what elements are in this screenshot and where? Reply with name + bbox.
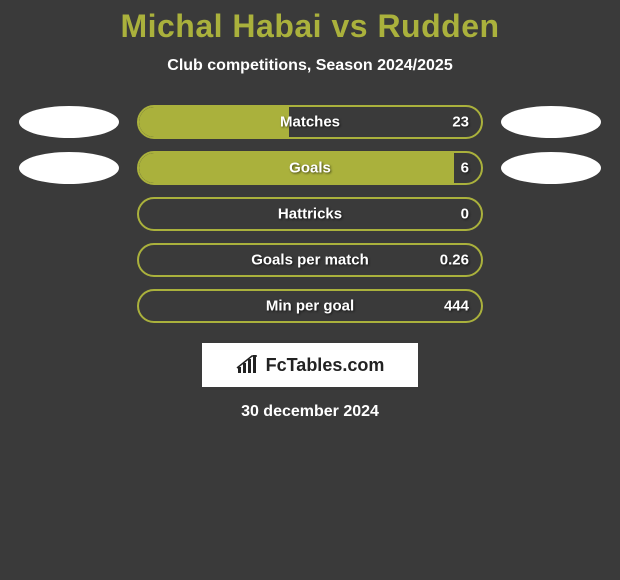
stat-bar-label: Hattricks xyxy=(278,206,342,223)
stat-row: Goals 6 xyxy=(0,151,620,185)
stat-bar: Min per goal 444 xyxy=(137,289,483,323)
stat-bar: Matches 23 xyxy=(137,105,483,139)
stat-bar-value: 0 xyxy=(461,206,469,223)
stat-bar: Goals 6 xyxy=(137,151,483,185)
stat-bar-value: 0.26 xyxy=(440,252,469,269)
bar-chart-icon xyxy=(236,355,260,375)
logo-text: FcTables.com xyxy=(266,355,385,376)
stat-bar-value: 6 xyxy=(461,160,469,177)
stat-bar: Hattricks 0 xyxy=(137,197,483,231)
player-left-ellipse xyxy=(19,106,119,138)
player-right-ellipse xyxy=(501,106,601,138)
stat-bar-label: Min per goal xyxy=(266,298,354,315)
logo-box[interactable]: FcTables.com xyxy=(202,343,418,387)
stat-bar-fill xyxy=(139,107,289,137)
stat-bar-label: Goals per match xyxy=(251,252,369,269)
player-right-ellipse xyxy=(501,152,601,184)
ellipse-spacer xyxy=(19,290,119,322)
stat-row: Matches 23 xyxy=(0,105,620,139)
stat-bar-value: 444 xyxy=(444,298,469,315)
stat-bar-label: Goals xyxy=(289,160,331,177)
subtitle: Club competitions, Season 2024/2025 xyxy=(0,57,620,75)
ellipse-spacer xyxy=(501,198,601,230)
bars-list: Matches 23 Goals 6 Hattricks 0 Goals per match… xyxy=(0,105,620,323)
ellipse-spacer xyxy=(501,244,601,276)
date-text: 30 december 2024 xyxy=(0,403,620,421)
stat-row: Hattricks 0 xyxy=(0,197,620,231)
ellipse-spacer xyxy=(19,198,119,230)
stats-card: Michal Habai vs Rudden Club competitions… xyxy=(0,0,620,421)
stat-bar-value: 23 xyxy=(452,114,469,131)
page-title: Michal Habai vs Rudden xyxy=(0,8,620,45)
ellipse-spacer xyxy=(501,290,601,322)
stat-row: Goals per match 0.26 xyxy=(0,243,620,277)
ellipse-spacer xyxy=(19,244,119,276)
player-left-ellipse xyxy=(19,152,119,184)
stat-bar: Goals per match 0.26 xyxy=(137,243,483,277)
stat-row: Min per goal 444 xyxy=(0,289,620,323)
stat-bar-label: Matches xyxy=(280,114,340,131)
